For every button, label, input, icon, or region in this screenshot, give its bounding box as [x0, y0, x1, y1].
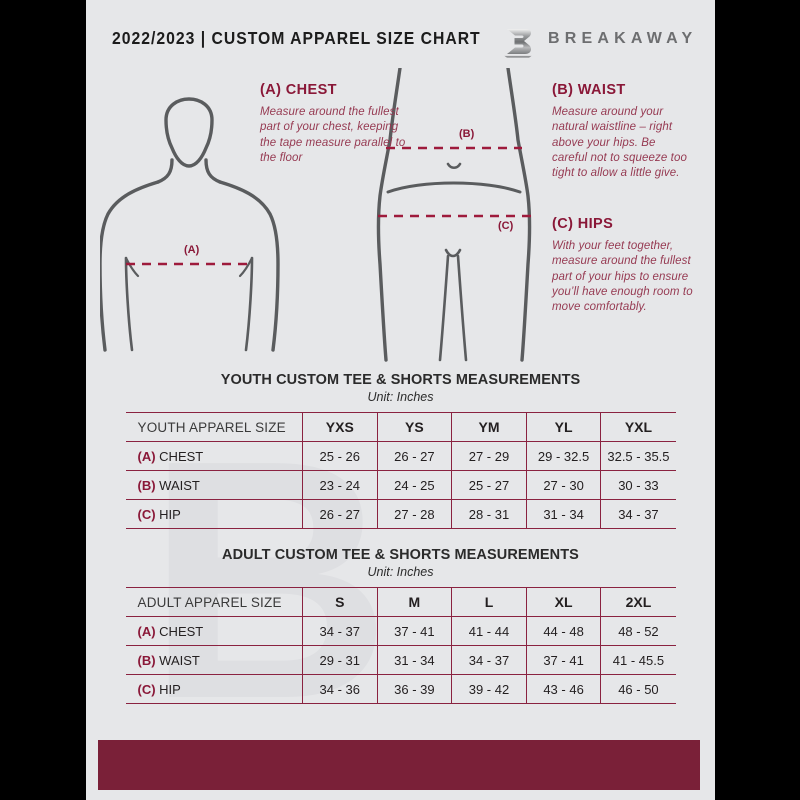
- row-label-tag: (C): [137, 506, 160, 522]
- row-label-cell: (C) HIP: [125, 674, 303, 704]
- measurement-cell: 29 - 31: [302, 645, 378, 675]
- row-label-cell: (A) CHEST: [125, 441, 303, 471]
- footer-bar: [98, 740, 700, 790]
- measurement-cell: 27 - 30: [525, 470, 602, 500]
- hips-instructions: (C) HIPS With your feet together, measur…: [552, 216, 696, 315]
- measurement-cell: 34 - 36: [302, 674, 378, 704]
- row-label-text: WAIST: [159, 652, 200, 668]
- measurement-cell: 48 - 52: [600, 616, 676, 646]
- row-label-tag: (A): [137, 448, 160, 464]
- measurement-cell: 31 - 34: [376, 645, 453, 675]
- hips-instructions-title: (C) HIPS: [552, 216, 614, 232]
- measurement-cell: 37 - 41: [376, 616, 453, 646]
- page-header: 2022/2023 | CUSTOM APPAREL SIZE CHART BR…: [86, 26, 715, 58]
- measurement-cell: 24 - 25: [376, 470, 453, 500]
- row-label-cell: (A) CHEST: [125, 616, 303, 646]
- row-label-cell: (B) WAIST: [125, 645, 303, 675]
- table-row: (C) HIP 26 - 27 27 - 28 28 - 31 31 - 34 34 - …: [125, 499, 676, 529]
- chest-instructions-title: (A) CHEST: [260, 82, 337, 98]
- column-header-yl: YL: [525, 412, 602, 442]
- row-label-tag: (A): [137, 623, 160, 639]
- chest-line-label: (A): [184, 244, 200, 256]
- measurement-cell: 26 - 27: [302, 499, 378, 529]
- row-label-text: HIP: [159, 506, 181, 522]
- column-header-m: M: [376, 587, 453, 617]
- measurement-cell: 41 - 45.5: [600, 645, 676, 675]
- table-row: (C) HIP 34 - 36 36 - 39 39 - 42 43 - 46 46 - …: [125, 674, 676, 704]
- measurement-cell: 23 - 24: [302, 470, 378, 500]
- row-label-tag: (B): [137, 477, 160, 493]
- body-figures: (A): [86, 66, 715, 368]
- waist-instructions-body: Measure around your natural waistline – …: [552, 106, 687, 180]
- youth-size-table-section: YOUTH CUSTOM TEE & SHORTS MEASUREMENTS U…: [86, 372, 715, 529]
- measurement-cell: 27 - 28: [376, 499, 453, 529]
- measurement-cell: 25 - 27: [451, 470, 527, 500]
- measurement-cell: 30 - 33: [600, 470, 676, 500]
- chest-instructions-body: Measure around the fullest part of your …: [260, 106, 406, 164]
- row-label-text: HIP: [159, 681, 181, 697]
- youth-size-table: YOUTH APPAREL SIZE YXS YS YM YL YXL (A) CHEST 2…: [125, 412, 676, 529]
- measurement-cell: 36 - 39: [376, 674, 453, 704]
- chest-instructions: (A) CHEST Measure around the fullest par…: [260, 82, 410, 166]
- youth-table-title: YOUTH CUSTOM TEE & SHORTS MEASUREMENTS: [220, 372, 581, 388]
- upper-body-silhouette-icon: (A): [98, 68, 350, 373]
- table-row: (A) CHEST 25 - 26 26 - 27 27 - 29 29 - 32.5 3…: [125, 441, 676, 471]
- measurement-cell: 28 - 31: [451, 499, 527, 529]
- measurement-cell: 25 - 26: [302, 441, 378, 471]
- row-label-cell: (C) HIP: [125, 499, 303, 529]
- size-chart-page: B 2022/2023 | CUSTOM APPAREL SIZE CHART: [86, 0, 715, 800]
- measurement-cell: 44 - 48: [525, 616, 602, 646]
- youth-table-unit: Unit: Inches: [367, 390, 434, 404]
- row-label-cell: (B) WAIST: [125, 470, 303, 500]
- column-header-yxl: YXL: [600, 412, 676, 442]
- table-row: (A) CHEST 34 - 37 37 - 41 41 - 44 44 - 48 48 …: [125, 616, 676, 646]
- table-header-row: YOUTH APPAREL SIZE YXS YS YM YL YXL: [125, 412, 676, 442]
- measurement-cell: 39 - 42: [451, 674, 527, 704]
- measurement-cell: 34 - 37: [451, 645, 527, 675]
- adult-table-title: ADULT CUSTOM TEE & SHORTS MEASUREMENTS: [222, 547, 579, 563]
- measurement-cell: 27 - 29: [451, 441, 527, 471]
- measurement-cell: 34 - 37: [600, 499, 676, 529]
- row-label-tag: (C): [137, 681, 160, 697]
- column-header-yxs: YXS: [302, 412, 378, 442]
- measurement-cell: 32.5 - 35.5: [600, 441, 676, 471]
- measurement-cell: 31 - 34: [525, 499, 602, 529]
- measurement-cell: 46 - 50: [600, 674, 676, 704]
- row-label-text: CHEST: [159, 623, 204, 639]
- measurement-cell: 41 - 44: [451, 616, 527, 646]
- adult-size-table: ADULT APPAREL SIZE S M L XL 2XL (A) CHEST 34 - …: [125, 587, 676, 704]
- measurement-cell: 43 - 46: [525, 674, 602, 704]
- column-header-ys: YS: [376, 412, 453, 442]
- brand-wordmark: BREAKAWAY: [548, 30, 698, 47]
- table-header-row: ADULT APPAREL SIZE S M L XL 2XL: [125, 587, 676, 617]
- hips-line-label: (C): [498, 220, 514, 232]
- column-header-2xl: 2XL: [600, 587, 676, 617]
- measurement-cell: 34 - 37: [302, 616, 378, 646]
- size-label-cell: YOUTH APPAREL SIZE: [125, 412, 303, 442]
- column-header-l: L: [451, 587, 527, 617]
- row-label-tag: (B): [137, 652, 160, 668]
- column-header-s: S: [302, 587, 378, 617]
- row-label-text: WAIST: [159, 477, 200, 493]
- waist-line-label: (B): [459, 128, 475, 140]
- page-title: 2022/2023 | CUSTOM APPAREL SIZE CHART: [112, 28, 481, 48]
- adult-size-table-section: ADULT CUSTOM TEE & SHORTS MEASUREMENTS U…: [86, 547, 715, 704]
- measurement-cell: 26 - 27: [376, 441, 453, 471]
- lower-body-silhouette-icon: (B) (C): [376, 66, 546, 373]
- measurement-cell: 29 - 32.5: [525, 441, 602, 471]
- table-row: (B) WAIST 29 - 31 31 - 34 34 - 37 37 - 41 41 …: [125, 645, 676, 675]
- breakaway-b-mark-icon: [498, 24, 538, 60]
- hips-instructions-body: With your feet together, measure around …: [552, 240, 693, 314]
- column-header-xl: XL: [525, 587, 602, 617]
- waist-instructions-title: (B) WAIST: [552, 82, 626, 98]
- waist-instructions: (B) WAIST Measure around your natural wa…: [552, 82, 692, 181]
- measurement-cell: 37 - 41: [525, 645, 602, 675]
- size-label-cell: ADULT APPAREL SIZE: [125, 587, 303, 617]
- table-row: (B) WAIST 23 - 24 24 - 25 25 - 27 27 - 30 30 …: [125, 470, 676, 500]
- column-header-ym: YM: [451, 412, 527, 442]
- adult-table-unit: Unit: Inches: [367, 565, 434, 579]
- row-label-text: CHEST: [159, 448, 204, 464]
